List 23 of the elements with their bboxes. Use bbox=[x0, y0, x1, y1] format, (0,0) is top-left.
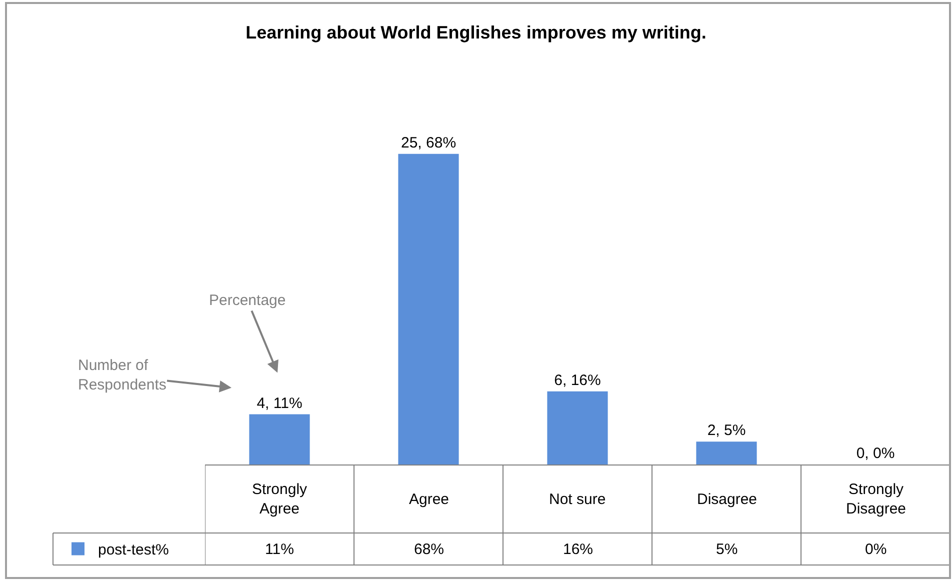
data-label: 2, 5% bbox=[707, 422, 746, 440]
x-tick-label: Strongly Disagree bbox=[846, 481, 906, 518]
annotation: Percentage bbox=[209, 292, 286, 309]
text: 11% bbox=[265, 541, 294, 558]
text: Number of Respondents bbox=[78, 357, 166, 394]
x-tick-label: Not sure bbox=[549, 491, 606, 508]
bar bbox=[398, 154, 459, 465]
x-tick-label: Strongly Agree bbox=[252, 481, 308, 518]
bar bbox=[696, 442, 757, 465]
legend-label: post-test% bbox=[98, 542, 169, 559]
text: 16% bbox=[563, 541, 594, 558]
text: 68% bbox=[414, 541, 444, 558]
data-label: 4, 11% bbox=[256, 394, 302, 412]
text: 0% bbox=[865, 541, 887, 558]
data-label: 25, 68% bbox=[400, 134, 456, 152]
x-tick-label: Disagree bbox=[697, 491, 758, 508]
bar bbox=[249, 414, 310, 465]
x-tick-label: Agree bbox=[409, 491, 450, 508]
chart-title: Learning about World Englishes improves my writing. bbox=[246, 22, 706, 42]
text: 5% bbox=[716, 541, 738, 558]
data-label: 6, 16% bbox=[554, 372, 601, 389]
bar bbox=[547, 391, 608, 465]
data-label: 0, 0% bbox=[856, 445, 895, 462]
